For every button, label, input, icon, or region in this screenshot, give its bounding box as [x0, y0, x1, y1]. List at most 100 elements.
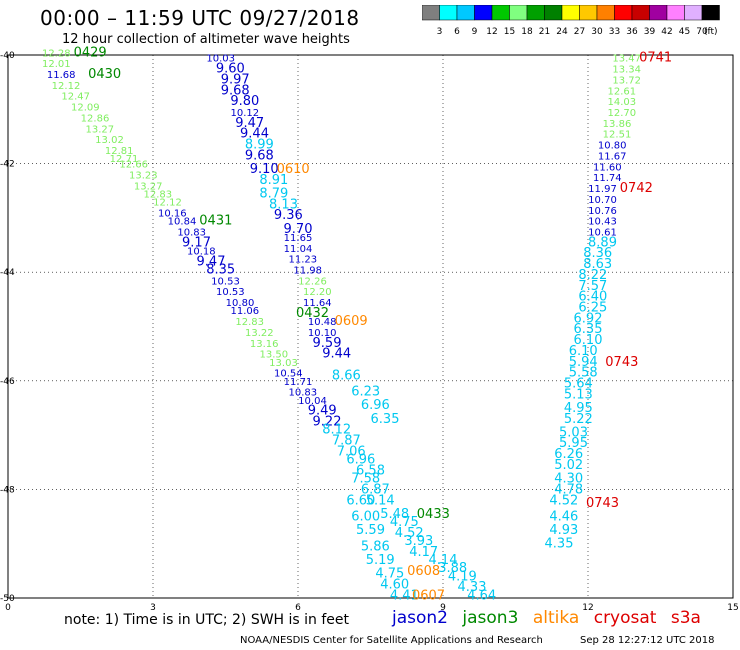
y-tick-label: -48 [0, 485, 15, 495]
pass-time-label: 9.80 [230, 94, 259, 109]
pass-time-label: 9.68 [245, 148, 274, 163]
wave-height-label: 10.03 [206, 54, 235, 65]
pass-time-label: 8.22 [578, 268, 607, 283]
pass-time-label: 6.92 [574, 311, 603, 326]
pass-time-label: 5.19 [366, 553, 395, 568]
pass-time-label: 4.64 [467, 588, 496, 603]
pass-time-label: 4.95 [564, 401, 593, 416]
pass-time-label: 8.13 [269, 197, 298, 212]
legend-altika: altika [532, 608, 580, 628]
wave-height-label: 10.61 [588, 227, 617, 238]
wave-height-label: 10.18 [187, 246, 216, 257]
pass-time-label: 9.49 [308, 404, 337, 419]
wave-height-label: 12.20 [303, 287, 332, 298]
y-tick-label: -40 [0, 51, 15, 61]
colorbar-label: 27 [574, 27, 585, 37]
wave-height-label: 13.47 [612, 54, 641, 65]
wave-height-label: 10.83 [177, 227, 206, 238]
wave-height-label: 13.34 [612, 65, 641, 76]
chart-title: 00:00 – 11:59 UTC 09/27/2018 [40, 6, 360, 30]
colorbar-label: 15 [504, 27, 515, 37]
pass-time-label: 4.14 [429, 553, 458, 568]
pass-time-label: 0607 [412, 588, 445, 603]
pass-time-label: 0608 [407, 564, 440, 579]
wave-height-label: 12.61 [608, 86, 637, 97]
x-tick-label: 3 [150, 603, 156, 612]
pass-time-label: 4.19 [448, 569, 477, 584]
wave-height-label: 13.22 [245, 328, 274, 339]
pass-time-label: 0432 [296, 306, 329, 321]
x-tick-label: 6 [295, 603, 301, 612]
plot-area: 0 3 6 9 12 15 -40 -42 -44 -46 -48 -50 12.28 042912.01… [0, 45, 739, 612]
pass-time-label: 4.33 [458, 580, 487, 595]
pass-time-label: 6.26 [554, 447, 583, 462]
pass-time-label: 0433 [417, 507, 450, 522]
pass-time-label: 9.47 [235, 116, 264, 131]
pass-time-label: 6.10 [574, 333, 603, 348]
y-tick-label: -44 [0, 268, 15, 278]
pass-time-label: 0610 [277, 162, 310, 177]
wave-height-label: 12.70 [608, 108, 637, 119]
pass-time-label: 4.93 [549, 523, 578, 538]
wave-height-label: 11.65 [284, 233, 313, 244]
wave-height-label: 11.71 [284, 377, 313, 388]
wave-height-label: 12.09 [71, 103, 100, 114]
pass-time-label: 6.40 [578, 290, 607, 305]
pass-time-label: 9.44 [240, 127, 269, 142]
pass-time-label: 8.99 [245, 138, 274, 153]
pass-time-label: 5.86 [361, 539, 390, 554]
x-tick-label: 15 [727, 603, 738, 612]
pass-time-label: 7.58 [351, 472, 380, 487]
wave-height-label: 11.68 [47, 70, 76, 81]
wave-height-label: 12.66 [119, 160, 148, 171]
wave-height-label: 13.86 [603, 119, 632, 130]
colorbar-label: 18 [521, 27, 533, 37]
pass-time-label: 4.60 [380, 577, 409, 592]
y-tick-label: -46 [0, 377, 15, 387]
wave-height-label: 11.98 [293, 265, 322, 276]
pass-time-label: 0741 [639, 51, 672, 66]
wave-height-label: 10.48 [308, 317, 337, 328]
wave-height-label: 11.60 [593, 162, 622, 173]
pass-time-label: 6.96 [361, 398, 390, 413]
wave-height-label: 12.28 [42, 48, 71, 59]
colorbar-label: 70 [696, 27, 708, 37]
pass-time-label: 8.66 [332, 368, 361, 383]
wave-height-label: 10.84 [168, 217, 197, 228]
pass-time-label: 5.95 [559, 436, 588, 451]
pass-time-label: 9.97 [221, 72, 250, 87]
pass-time-label: 7.87 [332, 434, 361, 449]
pass-time-label: 6.87 [361, 482, 390, 497]
pass-time-label: 5.59 [356, 523, 385, 538]
credit-text: NOAA/NESDIS Center for Satellite Applica… [240, 635, 543, 646]
pass-time-label: 4.41 [390, 588, 419, 603]
pass-time-label: 4.75 [390, 515, 419, 530]
wave-height-label: 11.74 [593, 173, 622, 184]
wave-height-label: 11.06 [231, 306, 260, 317]
pass-time-label: 5.94 [569, 355, 598, 370]
pass-time-label: 3.93 [404, 534, 433, 549]
pass-time-label: 5.14 [366, 493, 395, 508]
wave-height-label: 13.03 [269, 358, 298, 369]
pass-time-label: 7.57 [578, 279, 607, 294]
legend-jason2: jason2 [392, 608, 448, 628]
colorbar-label: 36 [626, 27, 638, 37]
plot-frame [7, 54, 734, 599]
pass-time-label: 5.02 [554, 458, 583, 473]
wave-height-label: 13.27 [134, 181, 163, 192]
pass-time-label: 4.75 [375, 567, 404, 582]
wave-height-label: 12.83 [144, 189, 173, 200]
wave-height-label: 13.27 [86, 124, 115, 135]
pass-time-label: 6.96 [346, 453, 375, 468]
wave-height-label: 10.04 [298, 396, 327, 407]
colorbar-label: 42 [661, 27, 672, 37]
pass-time-label: 9.36 [274, 208, 303, 223]
pass-time-label: 4.35 [545, 537, 574, 552]
pass-time-label: 5.13 [564, 387, 593, 402]
color-scale-legend: 3 6 9 12 15 18 21 24 27 30 33 36 39 42 45 70(ft) [422, 5, 720, 37]
colorbar-label: 39 [644, 27, 656, 37]
wave-height-label: 10.53 [211, 276, 240, 287]
pass-time-label: 9.10 [250, 162, 279, 177]
x-tick-label: 0 [5, 603, 11, 612]
pass-time-label: 4.17 [409, 545, 438, 560]
